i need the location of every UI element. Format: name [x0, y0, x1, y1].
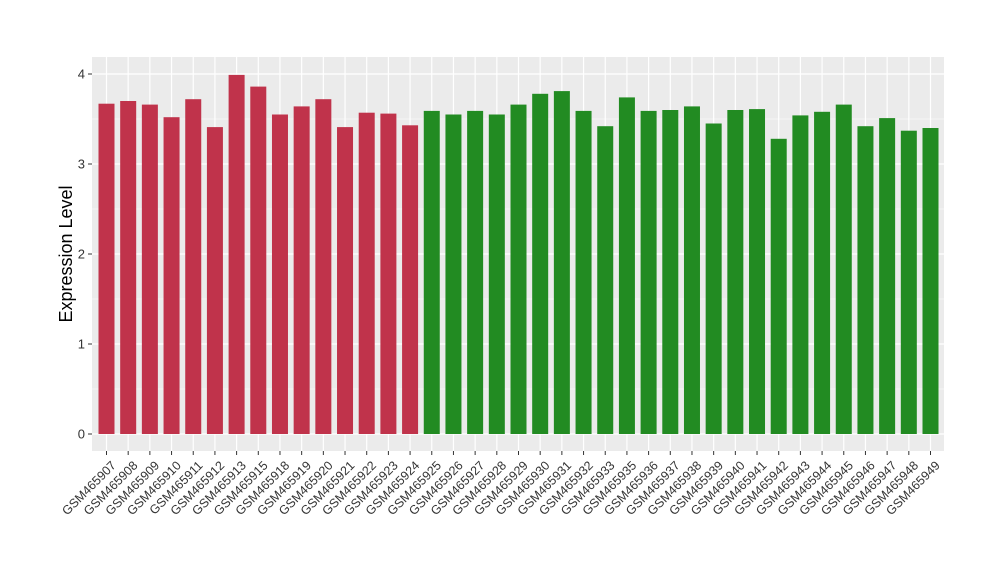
bar-GSM465940 — [727, 110, 744, 434]
bar-GSM465929 — [510, 104, 527, 434]
bar-GSM465925 — [423, 110, 440, 435]
bar-GSM465918 — [271, 114, 288, 434]
bar-GSM465932 — [575, 110, 592, 435]
bar-GSM465919 — [293, 106, 310, 435]
bar-GSM465907 — [98, 103, 115, 434]
y-axis-title: Expression Level — [56, 185, 76, 322]
bar-GSM465924 — [402, 125, 419, 435]
bar-GSM465930 — [532, 93, 549, 435]
bar-GSM465909 — [141, 104, 158, 434]
bar-GSM465926 — [445, 114, 462, 434]
bar-GSM465927 — [467, 110, 484, 435]
y-tick-label: 0 — [78, 427, 85, 442]
bar-GSM465938 — [683, 106, 700, 435]
bar-GSM465945 — [835, 104, 852, 434]
bar-GSM465941 — [749, 109, 766, 434]
y-tick-label: 1 — [78, 337, 85, 352]
bar-GSM465942 — [770, 138, 787, 435]
y-tick-label: 3 — [78, 157, 85, 172]
bar-GSM465949 — [922, 128, 939, 434]
bar-GSM465912 — [206, 127, 223, 434]
bar-GSM465913 — [228, 74, 245, 435]
bar-GSM465911 — [185, 99, 202, 434]
bar-GSM465937 — [662, 110, 679, 434]
bar-GSM465935 — [618, 97, 635, 435]
y-tick-label: 2 — [78, 247, 85, 262]
bar-GSM465947 — [879, 118, 896, 434]
bar-GSM465939 — [705, 123, 722, 434]
x-axis: GSM465907GSM465908GSM465909GSM465910GSM4… — [59, 451, 943, 518]
bar-GSM465923 — [380, 113, 397, 434]
bar-GSM465915 — [250, 86, 267, 434]
bar-GSM465920 — [315, 99, 332, 434]
y-tick-label: 4 — [78, 67, 85, 82]
bar-GSM465946 — [857, 126, 874, 434]
bar-GSM465910 — [163, 117, 180, 434]
bar-GSM465936 — [640, 110, 657, 435]
y-axis: 0 1 2 3 4 — [78, 67, 92, 442]
bar-GSM465928 — [488, 114, 505, 434]
bar-GSM465948 — [900, 130, 917, 434]
bar-GSM465921 — [337, 127, 354, 434]
bar-GSM465933 — [597, 126, 614, 434]
bars — [98, 74, 939, 435]
bar-GSM465944 — [814, 111, 831, 435]
bar-GSM465922 — [358, 112, 375, 434]
bar-GSM465931 — [553, 91, 570, 434]
bar-GSM465908 — [120, 101, 137, 434]
bar-GSM465943 — [792, 115, 809, 435]
